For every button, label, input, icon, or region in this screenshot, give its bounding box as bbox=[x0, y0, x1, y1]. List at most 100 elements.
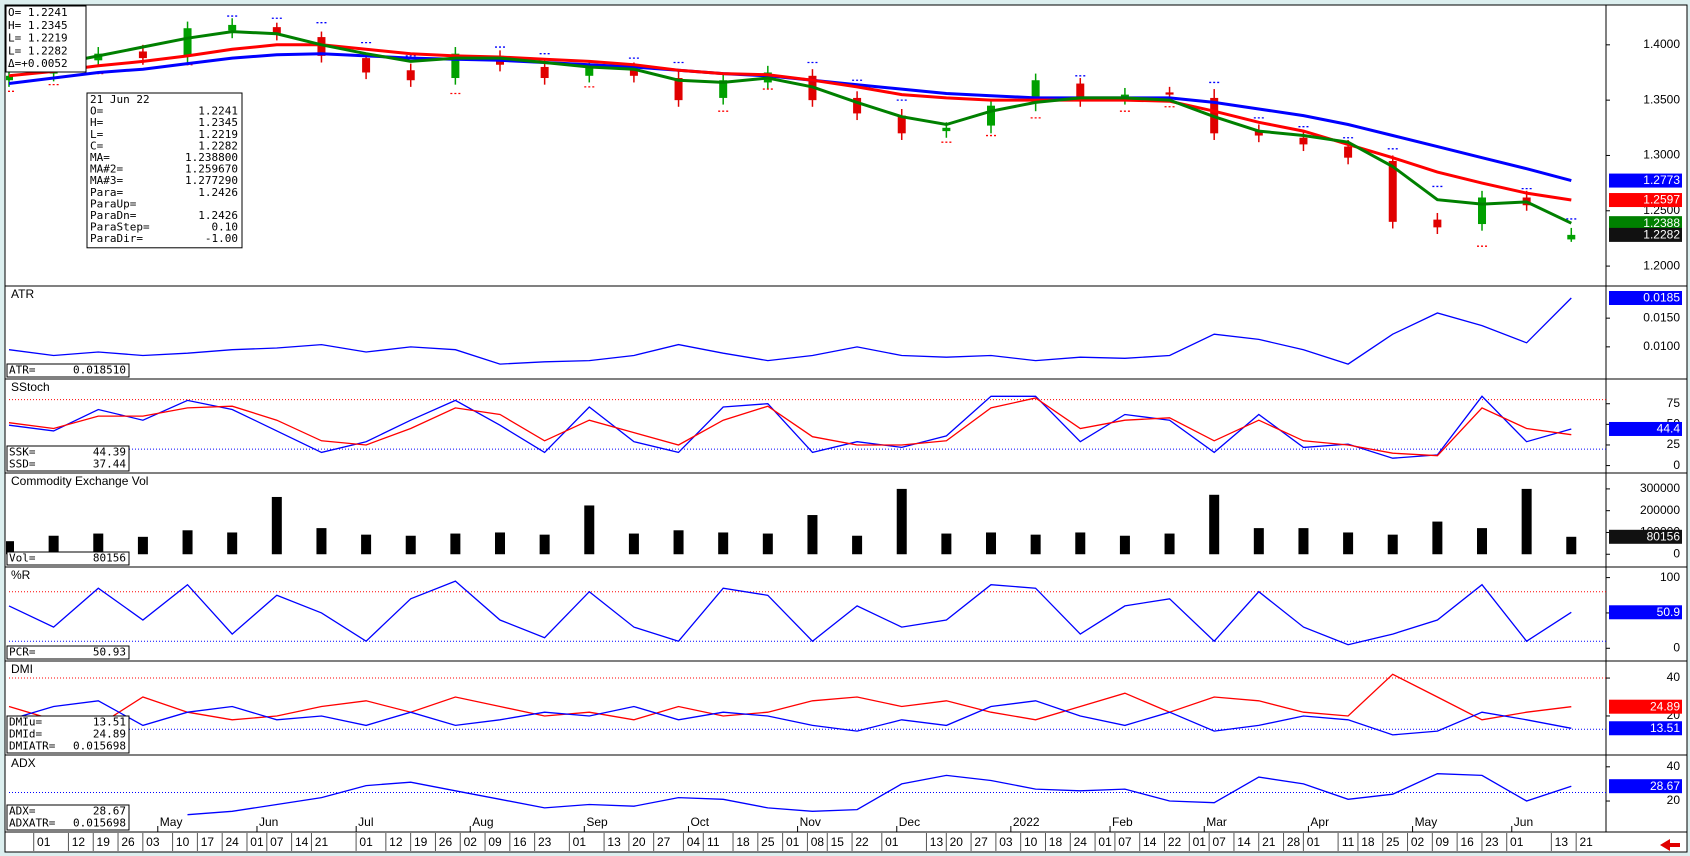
indicator-line bbox=[8, 580, 1572, 646]
value-tag-box bbox=[1609, 529, 1682, 544]
x-tick-label: 01 bbox=[1098, 835, 1112, 849]
month-label: Feb bbox=[1112, 815, 1133, 829]
candle-body bbox=[585, 66, 594, 76]
indicator-line bbox=[8, 700, 1572, 736]
volume-bar bbox=[1253, 528, 1264, 555]
readout-value: 0.015698 bbox=[73, 817, 126, 830]
readout-box bbox=[6, 645, 130, 660]
info-value: 1.259670 bbox=[185, 163, 238, 176]
candle-body bbox=[629, 69, 638, 76]
readout-value: 44.39 bbox=[93, 446, 126, 459]
candle-body bbox=[6, 75, 13, 81]
value-tag: 1.2388 bbox=[1643, 216, 1680, 230]
candle-body bbox=[1344, 146, 1353, 158]
volume-bar bbox=[93, 533, 104, 555]
y-tick-label: 0.0100 bbox=[1643, 339, 1680, 353]
info-label: L= bbox=[90, 128, 104, 141]
readout-value: 28.67 bbox=[93, 805, 126, 818]
quote-line: O= 1.2241 bbox=[8, 6, 68, 19]
moving-average bbox=[8, 43, 1572, 202]
x-tick-label: 13 bbox=[930, 835, 944, 849]
volume-bar bbox=[1030, 534, 1041, 555]
month-label: Sep bbox=[586, 815, 608, 829]
info-label: MA= bbox=[90, 151, 110, 164]
y-tick-label: 25 bbox=[1667, 437, 1681, 451]
volume-bar bbox=[941, 533, 952, 555]
panel-title: ATR bbox=[11, 287, 34, 301]
x-tick-label: 12 bbox=[72, 835, 86, 849]
volume-bar bbox=[450, 533, 461, 555]
x-tick-label: 01 bbox=[359, 835, 373, 849]
candle-body bbox=[674, 78, 683, 101]
panel bbox=[9, 773, 1606, 816]
x-tick-label: 02 bbox=[464, 835, 478, 849]
volume-bar bbox=[316, 528, 327, 555]
value-tag: 50.9 bbox=[1657, 605, 1681, 619]
month-label: Jun bbox=[259, 815, 278, 829]
candle-body bbox=[406, 70, 415, 81]
chart-frame bbox=[4, 4, 1688, 853]
x-tick-label: 10 bbox=[1024, 835, 1038, 849]
volume-bar bbox=[1343, 532, 1354, 555]
candle-body bbox=[138, 51, 147, 59]
month-label: May bbox=[1415, 815, 1438, 829]
readout-value: 13.51 bbox=[93, 716, 126, 729]
info-value: 1.2426 bbox=[198, 186, 238, 199]
readout-label: DMIu= bbox=[9, 716, 42, 729]
value-tag: 0.0185 bbox=[1643, 291, 1680, 305]
volume-bar bbox=[673, 530, 684, 555]
value-tag-box bbox=[1609, 421, 1682, 436]
candle-body bbox=[719, 80, 728, 98]
readout-value: 37.44 bbox=[93, 458, 126, 471]
x-tick-label: 01 bbox=[250, 835, 264, 849]
candle-body bbox=[897, 115, 906, 134]
info-value: -1.00 bbox=[205, 232, 238, 245]
volume-bar bbox=[1209, 494, 1220, 555]
x-tick-label: 28 bbox=[1287, 835, 1301, 849]
panel-title: SStoch bbox=[11, 380, 50, 394]
value-tag: 13.51 bbox=[1650, 721, 1680, 735]
readout-label: SSK= bbox=[9, 446, 36, 459]
y-tick-label: 0 bbox=[1673, 458, 1680, 472]
volume-bar bbox=[1075, 532, 1086, 555]
x-tick-label: 16 bbox=[1460, 835, 1474, 849]
panel-title: DMI bbox=[11, 662, 33, 676]
panel bbox=[6, 15, 1577, 247]
volume-bar bbox=[361, 534, 372, 555]
candle-body bbox=[1433, 219, 1442, 228]
candle-body bbox=[272, 27, 281, 34]
x-tick-label: 17 bbox=[201, 835, 215, 849]
volume-bar bbox=[1477, 528, 1488, 555]
candle-body bbox=[1299, 137, 1308, 145]
info-value: 1.2426 bbox=[198, 209, 238, 222]
info-label: ParaDn= bbox=[90, 209, 137, 222]
month-label: Mar bbox=[1206, 815, 1227, 829]
candle-body bbox=[1120, 94, 1129, 98]
candle-body bbox=[1254, 131, 1263, 136]
indicator-line bbox=[8, 397, 1572, 457]
candle-body bbox=[1076, 83, 1085, 101]
value-tag-box bbox=[1609, 779, 1682, 794]
quote-line: H= 1.2345 bbox=[8, 19, 68, 32]
x-tick-label: 09 bbox=[488, 835, 502, 849]
x-tick-label: 13 bbox=[607, 835, 621, 849]
y-tick-label: 1.4000 bbox=[1643, 37, 1680, 51]
x-tick-label: 11 bbox=[707, 835, 720, 849]
value-tag-box bbox=[1609, 721, 1682, 736]
scroll-arrow[interactable] bbox=[1660, 839, 1680, 851]
readout-label: DMIATR= bbox=[9, 740, 56, 753]
candle-body bbox=[853, 97, 862, 114]
x-tick-label: 15 bbox=[831, 835, 845, 849]
volume-bar bbox=[584, 505, 595, 555]
volume-bar bbox=[1164, 533, 1175, 555]
x-tick-label: 03 bbox=[999, 835, 1013, 849]
info-label: C= bbox=[90, 139, 104, 152]
panel bbox=[8, 297, 1572, 365]
y-tick-label: 0 bbox=[1673, 546, 1680, 560]
quote-box bbox=[5, 5, 87, 73]
x-tick-label: 25 bbox=[761, 835, 775, 849]
month-label: Oct bbox=[690, 815, 709, 829]
x-tick-label: 13 bbox=[1555, 835, 1569, 849]
value-tag-box bbox=[1609, 216, 1682, 231]
